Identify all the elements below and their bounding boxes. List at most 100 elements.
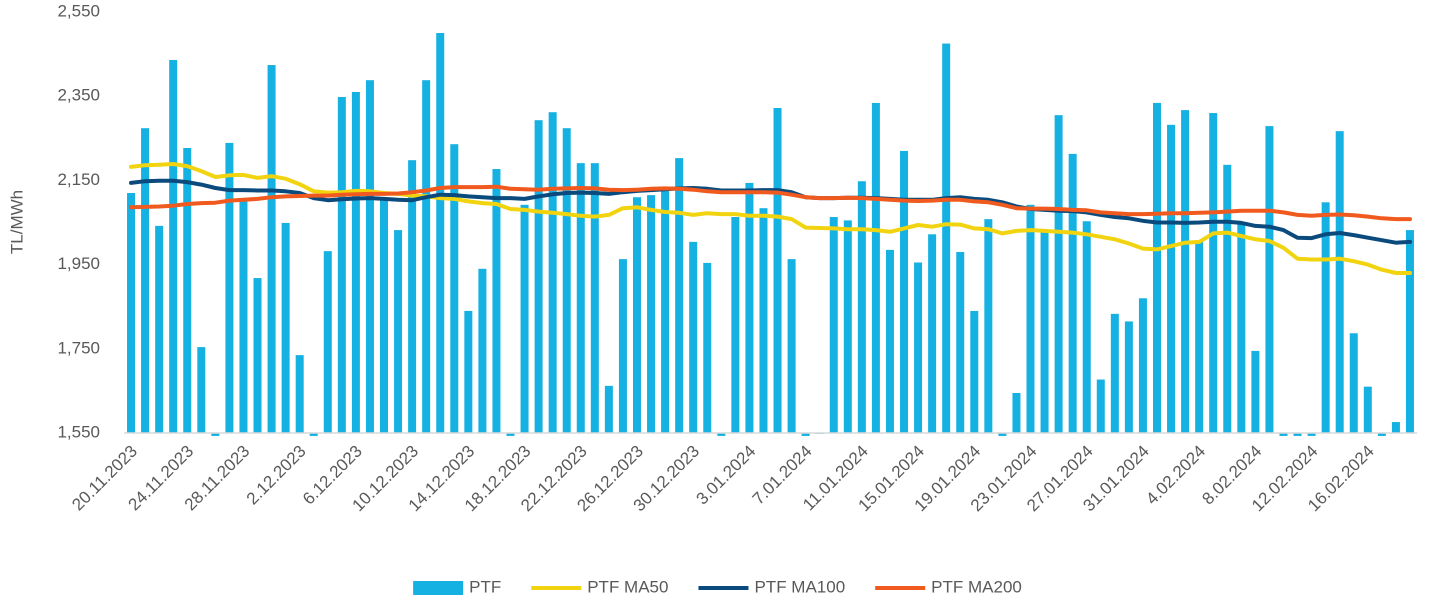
bar xyxy=(1251,350,1260,433)
bar xyxy=(1152,102,1161,433)
bar xyxy=(801,433,810,436)
bar xyxy=(998,433,1007,436)
bar xyxy=(436,33,445,434)
bar xyxy=(295,355,304,433)
bar xyxy=(548,112,557,433)
legend-label: PTF MA200 xyxy=(931,577,1022,596)
bar xyxy=(141,128,150,434)
bar xyxy=(871,102,880,433)
bar xyxy=(520,204,529,433)
bar xyxy=(675,158,684,433)
bar xyxy=(408,160,417,433)
bar xyxy=(1335,131,1344,433)
bar xyxy=(394,230,403,433)
bar xyxy=(1110,313,1119,433)
bar xyxy=(829,217,838,433)
bar xyxy=(380,200,389,433)
bar xyxy=(1054,115,1063,434)
bar xyxy=(576,163,585,433)
bar xyxy=(885,249,894,433)
bar xyxy=(1209,113,1218,433)
bar xyxy=(478,268,487,433)
legend-swatch xyxy=(413,581,464,595)
bar xyxy=(155,225,164,433)
bar xyxy=(422,80,431,434)
bar xyxy=(239,198,248,433)
bar xyxy=(857,181,866,433)
bar xyxy=(1195,241,1204,433)
bar xyxy=(618,259,627,433)
bar xyxy=(1167,124,1176,433)
bar xyxy=(127,193,136,433)
bar xyxy=(689,241,698,433)
bar xyxy=(717,433,726,436)
bar xyxy=(647,195,656,433)
bar xyxy=(1026,204,1035,433)
bar xyxy=(225,142,234,433)
bar xyxy=(1349,333,1358,433)
bar xyxy=(1082,221,1091,433)
bar xyxy=(773,107,782,433)
bar xyxy=(253,278,262,433)
bar xyxy=(703,262,712,433)
y-tick-label: 2,350 xyxy=(57,86,100,105)
bar xyxy=(309,433,318,436)
bar xyxy=(1321,202,1330,433)
bar xyxy=(1012,393,1021,433)
line xyxy=(129,178,1412,245)
legend-label: PTF MA50 xyxy=(587,577,668,596)
y-tick-label: 1,550 xyxy=(57,422,100,441)
legend-label: PTF xyxy=(469,577,501,596)
bar xyxy=(1405,230,1414,433)
bar xyxy=(1293,433,1302,436)
bar xyxy=(914,262,923,433)
bar xyxy=(1124,321,1133,433)
bar xyxy=(351,91,360,434)
bar xyxy=(1138,298,1147,433)
bar xyxy=(450,144,459,433)
bar xyxy=(1279,433,1288,436)
legend-label: PTF MA100 xyxy=(754,577,845,596)
bar xyxy=(1391,422,1400,433)
bar xyxy=(1068,153,1077,433)
x-tick-label: 4.02.2024 xyxy=(1142,442,1209,509)
line xyxy=(129,184,1412,222)
y-axis-label: TL/MWh xyxy=(7,190,26,254)
bar xyxy=(604,385,613,433)
bar xyxy=(281,222,290,433)
line xyxy=(129,162,1412,275)
bar xyxy=(843,220,852,433)
bar xyxy=(632,197,641,433)
bar xyxy=(323,251,332,433)
bar xyxy=(562,128,571,434)
y-tick-label: 1,950 xyxy=(57,254,100,273)
bar xyxy=(759,208,768,433)
bar xyxy=(928,234,937,433)
bar xyxy=(1307,433,1316,436)
x-tick-label: 2.12.2023 xyxy=(243,442,310,509)
bar xyxy=(267,65,276,434)
bar xyxy=(984,219,993,433)
bar xyxy=(464,310,473,433)
bar xyxy=(1040,230,1049,433)
bar xyxy=(900,150,909,433)
y-tick-label: 2,150 xyxy=(57,170,100,189)
bar xyxy=(1363,386,1372,433)
x-tick-label: 3.01.2024 xyxy=(692,442,759,509)
bar xyxy=(745,182,754,433)
bar xyxy=(942,43,951,433)
bar xyxy=(169,59,178,434)
bar xyxy=(506,433,515,436)
bar xyxy=(661,190,670,433)
bar xyxy=(956,251,965,433)
bar xyxy=(183,147,192,433)
bar xyxy=(787,259,796,433)
bar xyxy=(1265,126,1274,433)
bar xyxy=(365,80,374,434)
bar xyxy=(197,347,206,433)
bar xyxy=(211,433,220,436)
bar xyxy=(1181,110,1190,433)
y-tick-label: 1,750 xyxy=(57,338,100,357)
y-tick-label: 2,550 xyxy=(57,1,100,20)
